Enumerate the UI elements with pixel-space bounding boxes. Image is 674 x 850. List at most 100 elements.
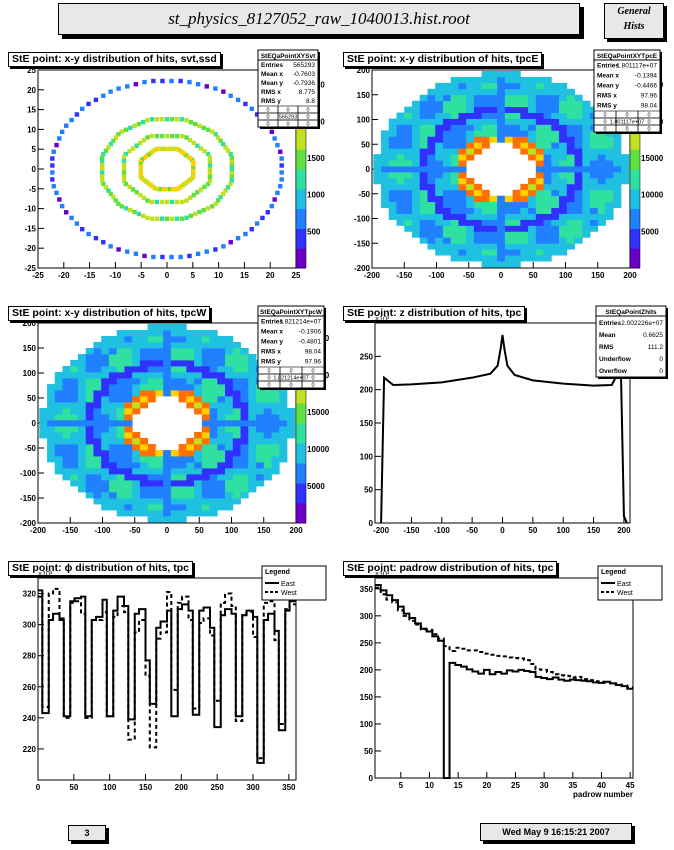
hit-cell <box>225 450 234 457</box>
hit-cell <box>381 183 390 191</box>
y-tick-label: -15 <box>24 224 36 233</box>
hit-cell <box>566 195 575 203</box>
hit-cell <box>442 142 452 149</box>
hit-cell <box>605 160 614 167</box>
panel-title-svt: StE point: x-y distribution of hits, svt… <box>8 52 221 67</box>
hit-cell <box>101 240 106 245</box>
palette-swatch <box>296 180 306 186</box>
hit-cell <box>458 94 467 102</box>
hit-cell <box>170 486 180 493</box>
hit-cell <box>170 384 180 391</box>
hit-cell <box>466 213 475 220</box>
stats-value: -0.1906 <box>299 329 321 336</box>
hit-cell <box>263 402 272 409</box>
hit-cell <box>582 124 591 131</box>
hit-cell <box>520 231 529 238</box>
hit-cell <box>442 231 452 238</box>
hit-cell <box>147 324 156 331</box>
hit-cell <box>473 243 483 250</box>
hit-cell <box>427 213 436 220</box>
hit-cell <box>100 174 105 179</box>
hit-cell <box>141 138 147 143</box>
hit-cell <box>442 100 452 108</box>
hit-cell <box>125 84 130 89</box>
hit-cell <box>123 206 129 211</box>
hit-cell <box>497 201 506 209</box>
y-tick-label: 250 <box>360 639 374 648</box>
hit-cell <box>174 199 180 205</box>
hit-cell <box>450 82 459 90</box>
hit-cell <box>209 396 218 403</box>
hit-cell <box>47 390 56 397</box>
hit-cell <box>566 213 575 220</box>
palette-swatch <box>296 467 306 472</box>
hit-cell <box>209 420 218 427</box>
hit-cell <box>419 130 428 137</box>
hit-cell <box>201 426 210 433</box>
hit-cell <box>504 106 514 113</box>
hit-cell <box>466 100 475 108</box>
hit-cell <box>62 390 71 397</box>
hit-cell <box>481 213 490 220</box>
hit-cell <box>497 261 506 268</box>
hit-cell <box>201 396 210 403</box>
hit-cell <box>566 130 575 137</box>
hit-cell <box>404 183 413 191</box>
hit-cell <box>228 240 233 245</box>
hit-cell <box>108 89 113 94</box>
hit-cell <box>582 112 591 119</box>
hit-cell <box>201 498 210 505</box>
hit-cell <box>155 468 164 475</box>
hit-cell <box>520 237 529 244</box>
hit-cell <box>163 480 172 487</box>
x-tick-label: -150 <box>403 526 420 535</box>
hit-cell <box>419 118 428 125</box>
hit-cell <box>551 177 560 185</box>
palette-swatch <box>296 129 306 134</box>
hit-cell <box>559 88 568 96</box>
hit-cell <box>132 396 141 403</box>
hit-cell <box>411 195 421 203</box>
hit-cell <box>194 390 203 397</box>
hit-cell <box>396 124 405 131</box>
hit-cell <box>209 390 218 397</box>
palette-swatch <box>296 184 306 190</box>
hit-cell <box>427 100 436 108</box>
hit-cell <box>435 207 444 214</box>
stats-value: 565293 <box>293 62 315 69</box>
hit-cell <box>147 510 156 517</box>
palette-swatch <box>630 145 640 150</box>
hit-cell <box>388 213 397 220</box>
hit-cell <box>186 474 195 481</box>
hit-cell <box>473 130 483 137</box>
hit-cell <box>535 142 544 149</box>
hit-cell <box>551 106 560 113</box>
hit-cell <box>101 336 110 343</box>
hit-cell <box>396 195 405 203</box>
hit-cell <box>543 201 552 209</box>
hit-cell <box>70 384 79 391</box>
stats-label: Entries <box>599 320 621 327</box>
hit-cell <box>256 396 265 403</box>
hit-cell <box>597 136 606 143</box>
hit-cell <box>155 462 164 469</box>
hit-cell <box>466 255 475 262</box>
hit-cell <box>388 130 397 137</box>
palette-swatch <box>296 507 306 512</box>
hit-cell <box>232 492 241 499</box>
hit-cell <box>473 118 483 125</box>
hit-cell <box>435 201 444 209</box>
hit-cell <box>70 462 79 469</box>
hit-cell <box>504 130 514 137</box>
hit-cell <box>93 468 102 475</box>
hit-cell <box>543 136 552 143</box>
hit-cell <box>186 384 195 391</box>
hit-cell <box>559 106 568 113</box>
hit-cell <box>442 249 452 256</box>
hit-cell <box>481 118 490 125</box>
hit-cell <box>466 142 475 149</box>
hit-cell <box>240 480 249 487</box>
hit-cell <box>121 155 127 160</box>
hit-cell <box>620 160 630 167</box>
hit-cell <box>85 462 94 469</box>
